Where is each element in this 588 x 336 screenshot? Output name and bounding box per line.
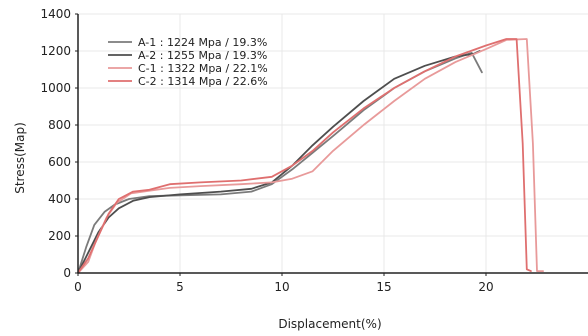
legend-entry: C-2 : 1314 Mpa / 22.6%: [138, 75, 268, 88]
series-line-2: [77, 50, 481, 274]
y-tick-label: 1200: [40, 44, 71, 58]
y-tick-labels: 0 200 400 600 800 1000 1200 1400: [40, 7, 78, 280]
x-tick-label: 5: [176, 280, 184, 294]
y-tick-label: 800: [48, 118, 71, 132]
y-tick-label: 0: [63, 266, 71, 280]
y-tick-label: 200: [48, 229, 71, 243]
series-lines: [77, 38, 544, 274]
legend-entry: A-2 : 1255 Mpa / 19.3%: [138, 49, 267, 62]
x-tick-label: 15: [376, 280, 391, 294]
y-tick-label: 1400: [40, 7, 71, 21]
grid: [78, 13, 588, 273]
series-line-4: [77, 38, 532, 274]
legend: A-1 : 1224 Mpa / 19.3%A-2 : 1255 Mpa / 1…: [108, 36, 268, 88]
x-tick-label: 10: [274, 280, 289, 294]
x-tick-label: 0: [74, 280, 82, 294]
y-tick-label: 600: [48, 155, 71, 169]
x-tick-label: 20: [478, 280, 493, 294]
legend-entry: A-1 : 1224 Mpa / 19.3%: [138, 36, 267, 49]
axes: [77, 14, 588, 274]
y-axis-label: Stress(Map): [13, 122, 27, 194]
y-tick-label: 400: [48, 192, 71, 206]
legend-entry: C-1 : 1322 Mpa / 22.1%: [138, 62, 268, 75]
x-axis-label: Displacement(%): [278, 317, 381, 331]
x-tick-labels: 0 5 10 15 20: [74, 273, 494, 294]
y-tick-label: 1000: [40, 81, 71, 95]
